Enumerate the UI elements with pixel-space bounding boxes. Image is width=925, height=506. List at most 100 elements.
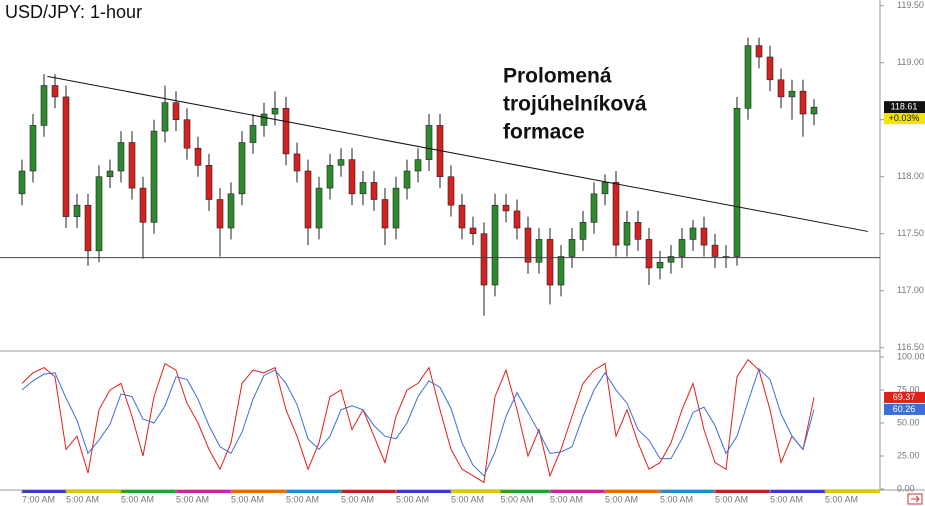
x-tick-label: 5:00 AM [715, 494, 748, 504]
candle-body [73, 204, 81, 217]
candle-body [106, 170, 114, 178]
value-badge-label: 60.26 [893, 404, 916, 414]
value-badge [884, 391, 925, 403]
value-badge [884, 403, 925, 415]
candle-body [535, 239, 543, 263]
session-bar [660, 490, 715, 493]
candle-body [480, 233, 488, 286]
x-tick-label: 5:00 AM [451, 494, 484, 504]
candle-body [579, 222, 587, 240]
x-tick-label: 5:00 AM [396, 494, 429, 504]
candle-body [282, 108, 290, 155]
candle-body [293, 153, 301, 172]
candle-body [799, 90, 807, 115]
annotation: trojúhelníková [503, 93, 647, 116]
candle-body [546, 239, 554, 286]
x-tick-label: 5:00 AM [825, 494, 858, 504]
session-bar [121, 490, 176, 493]
candle-body [227, 193, 235, 229]
candle-body [458, 204, 466, 229]
candle-body [744, 45, 752, 109]
y-tick-label: 75.00 [897, 384, 920, 394]
candle-body [205, 165, 213, 200]
candle-body [238, 142, 246, 195]
candle-body [667, 256, 675, 263]
candle-body [62, 96, 70, 217]
value-badge-label: 69.37 [893, 392, 916, 402]
candle-body [634, 222, 642, 240]
candle-body [95, 176, 103, 252]
candle-body [755, 45, 763, 58]
candle-body [249, 125, 257, 143]
x-tick-label: 7:00 AM [22, 494, 55, 504]
scroll-arrow [911, 495, 920, 503]
trendline [47, 75, 868, 232]
candle-body [414, 159, 422, 172]
candle-body [557, 256, 565, 286]
x-tick-label: 5:00 AM [176, 494, 209, 504]
candle-body [348, 159, 356, 195]
candle-body [139, 187, 147, 223]
x-tick-label: 5:00 AM [660, 494, 693, 504]
x-tick-label: 5:00 AM [550, 494, 583, 504]
y-tick-label: 119.50 [897, 0, 924, 10]
candle-body [128, 142, 136, 189]
candle-body [326, 165, 334, 189]
x-tick-label: 5:00 AM [231, 494, 264, 504]
price-badge-label: 118.61 [891, 102, 918, 112]
change-badge [884, 113, 925, 125]
x-tick-label: 5:00 AM [121, 494, 154, 504]
candle-body [700, 227, 708, 246]
candle-body [601, 182, 609, 195]
candle-body [29, 125, 37, 172]
candle-body [359, 182, 367, 195]
candle-body [513, 210, 521, 229]
candle-body [733, 108, 741, 257]
candle-body [18, 170, 26, 195]
candle-body [84, 204, 92, 252]
session-bar [605, 490, 660, 493]
candle-body [183, 119, 191, 149]
stochastic-line [21, 358, 815, 484]
session-bar [500, 490, 550, 493]
candle-body [194, 147, 202, 166]
x-tick-label: 5:00 AM [605, 494, 638, 504]
candle-body [315, 187, 323, 229]
session-bar [341, 490, 396, 493]
candle-body [425, 125, 433, 160]
candle-body [788, 90, 796, 98]
candle-body [172, 102, 180, 121]
candle-body [304, 170, 312, 229]
session-bar [770, 490, 825, 493]
y-tick-label: 116.50 [897, 342, 924, 352]
candle-body [260, 113, 268, 126]
candle-body [216, 199, 224, 229]
y-tick-label: 117.50 [897, 228, 924, 238]
candle-body [590, 193, 598, 223]
candle-body [623, 222, 631, 246]
candle-body [271, 108, 279, 115]
candle-body [568, 239, 576, 257]
session-bar [396, 490, 451, 493]
candle-body [51, 85, 59, 98]
candle-body [161, 102, 169, 132]
candle-body [392, 187, 400, 229]
candle-body [678, 239, 686, 257]
candle-body [689, 227, 697, 240]
session-bar [550, 490, 605, 493]
annotation: formace [503, 121, 585, 144]
stochastic-line [21, 367, 815, 477]
candle-body [656, 261, 664, 269]
x-tick-label: 5:00 AM [770, 494, 803, 504]
candle-body [491, 204, 499, 286]
y-tick-label: 25.00 [897, 450, 920, 460]
x-tick-label: 5:00 AM [286, 494, 319, 504]
candle-body [524, 227, 532, 263]
x-tick-label: 5:00 AM [501, 494, 534, 504]
candle-body [337, 159, 345, 166]
y-tick-label: 50.00 [897, 417, 920, 427]
x-tick-label: 5:00 AM [66, 494, 99, 504]
x-tick-label: 5:00 AM [341, 494, 374, 504]
session-bar [66, 490, 121, 493]
